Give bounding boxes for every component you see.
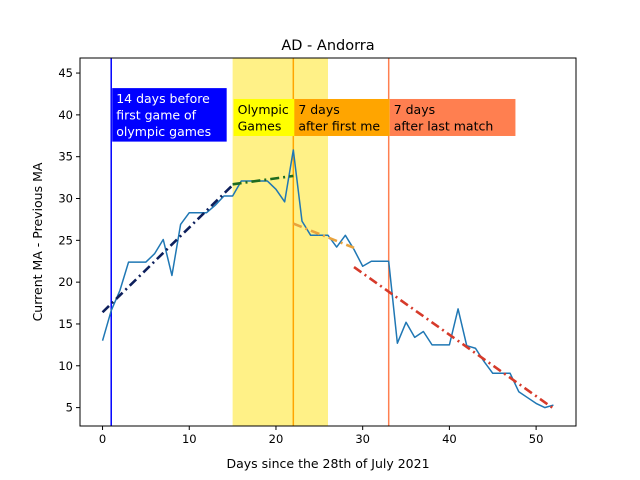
y-tick-label: 5 xyxy=(66,401,73,415)
annotation-bg xyxy=(233,98,297,136)
y-tick-label: 20 xyxy=(58,275,73,289)
annotation-bg xyxy=(294,98,390,136)
series-line-0 xyxy=(101,149,554,409)
chart-title: AD - Andorra xyxy=(281,38,374,54)
y-tick-label: 35 xyxy=(58,150,73,164)
y-tick-label: 25 xyxy=(58,233,73,247)
x-tick-label: 0 xyxy=(99,432,106,446)
x-tick-label: 40 xyxy=(442,432,457,446)
trend-line-1 xyxy=(232,174,294,186)
y-tick-label: 45 xyxy=(58,66,73,80)
annotation-text: 7 days xyxy=(298,102,339,117)
y-tick-label: 30 xyxy=(58,192,73,206)
annotation-text: Olympic xyxy=(238,102,289,117)
annotation-bg xyxy=(112,88,227,142)
annotation-text: after last match xyxy=(394,118,494,133)
annotation-text: 14 days before xyxy=(116,91,210,106)
y-tick-label: 40 xyxy=(58,108,73,122)
x-axis-label: Days since the 28th of July 2021 xyxy=(226,456,429,471)
annotation-text: first game of xyxy=(116,108,196,123)
y-tick-label: 15 xyxy=(58,317,73,331)
annotation-bg xyxy=(389,98,516,136)
annotation-text: Games xyxy=(238,118,282,133)
y-tick-label: 10 xyxy=(58,359,73,373)
annotation-text: olympic games xyxy=(116,124,211,139)
x-tick-label: 10 xyxy=(182,432,197,446)
trend-line-2 xyxy=(292,222,355,250)
annotation-text: after first me xyxy=(298,118,380,133)
plot-frame xyxy=(79,57,577,427)
x-tick-label: 50 xyxy=(529,432,544,446)
trend-line-3 xyxy=(353,266,555,410)
x-tick-label: 30 xyxy=(355,432,370,446)
trend-line-0 xyxy=(101,184,234,314)
annotation-text: 7 days xyxy=(394,102,435,117)
x-tick-label: 20 xyxy=(269,432,284,446)
y-axis-label: Current MA - Previous MA xyxy=(30,162,45,321)
